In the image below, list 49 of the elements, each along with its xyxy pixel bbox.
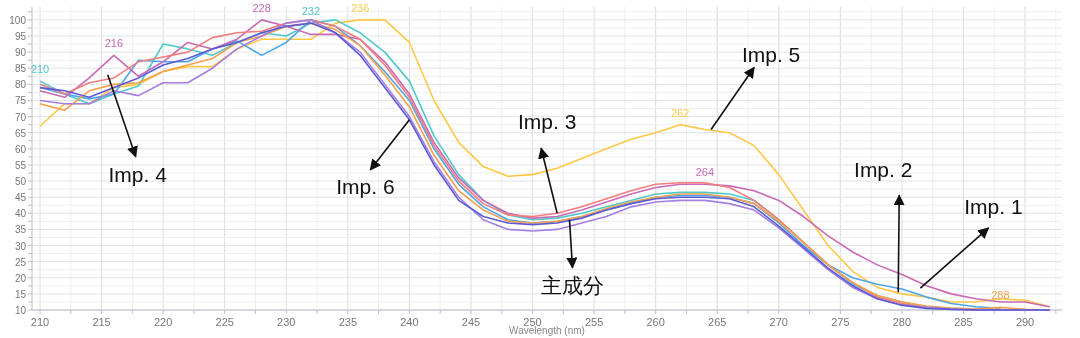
x-tick-label: 275 bbox=[831, 316, 850, 328]
y-tick-label: 100 bbox=[9, 14, 27, 26]
x-tick-label: 270 bbox=[769, 316, 788, 328]
y-tick-label: 25 bbox=[14, 256, 27, 268]
y-tick-label: 60 bbox=[14, 143, 27, 155]
y-tick-label: 55 bbox=[14, 159, 27, 171]
y-tick-label: 70 bbox=[14, 111, 27, 123]
x-tick-label: 240 bbox=[400, 316, 419, 328]
x-tick-label: 265 bbox=[708, 316, 727, 328]
y-tick-label: 95 bbox=[14, 31, 27, 43]
y-tick-label: 30 bbox=[14, 240, 27, 252]
annotation: 主成分 bbox=[540, 273, 604, 297]
annotation: 262 bbox=[671, 106, 690, 119]
annotation: Imp. 2 bbox=[854, 158, 913, 182]
annotation: Imp. 4 bbox=[108, 162, 168, 186]
annotation: Imp. 6 bbox=[336, 174, 395, 198]
y-tick-label: 40 bbox=[14, 208, 27, 220]
y-tick-label: 85 bbox=[14, 63, 27, 75]
x-tick-label: 225 bbox=[215, 316, 234, 328]
x-tick-label: 280 bbox=[892, 316, 912, 328]
y-tick-label: 35 bbox=[14, 224, 27, 236]
y-tick-label: 90 bbox=[14, 47, 27, 59]
x-tick-label: 210 bbox=[30, 316, 50, 328]
x-tick-label: 220 bbox=[153, 316, 173, 328]
y-tick-label: 10 bbox=[14, 305, 27, 316]
x-tick-label: 215 bbox=[92, 316, 111, 328]
y-tick-label: 50 bbox=[14, 176, 27, 188]
y-tick-label: 75 bbox=[14, 95, 27, 107]
x-tick-label: 255 bbox=[584, 316, 604, 328]
x-tick-label: 260 bbox=[646, 316, 665, 328]
y-tick-label: 15 bbox=[14, 288, 27, 300]
x-tick-label: 285 bbox=[954, 316, 973, 328]
annotation: 228 bbox=[252, 1, 271, 14]
annotation: 236 bbox=[350, 1, 370, 14]
x-tick-label: 290 bbox=[1015, 316, 1035, 328]
x-tick-label: 245 bbox=[461, 316, 481, 328]
annotation: 210 bbox=[30, 63, 50, 76]
annotation: 232 bbox=[301, 5, 321, 18]
y-tick-label: 65 bbox=[14, 127, 27, 139]
x-tick-label: 230 bbox=[277, 316, 296, 328]
y-tick-label: 20 bbox=[14, 272, 27, 284]
annotation: Imp. 3 bbox=[517, 110, 577, 134]
x-tick-label: 235 bbox=[338, 316, 358, 328]
annotation: Imp. 1 bbox=[964, 195, 1023, 219]
annotation: 216 bbox=[104, 37, 124, 50]
annotation: Imp. 5 bbox=[741, 43, 801, 67]
y-tick-label: 80 bbox=[14, 79, 27, 91]
annotation: 264 bbox=[695, 166, 715, 179]
y-tick-label: 45 bbox=[14, 192, 27, 204]
